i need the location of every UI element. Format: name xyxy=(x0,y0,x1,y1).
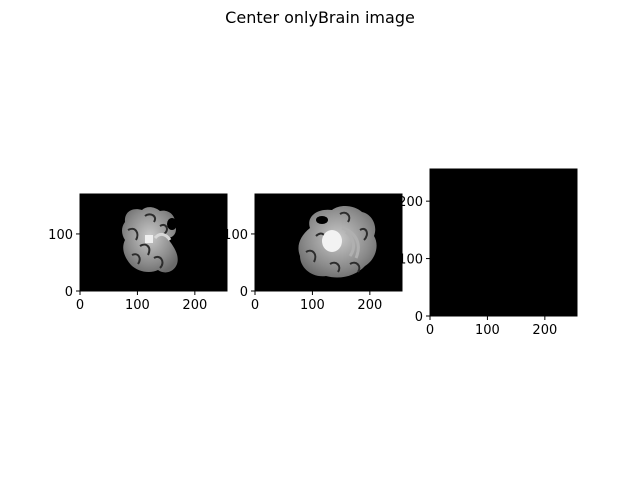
x-tick-label-1-0: 0 xyxy=(76,298,84,313)
x-tick-label-2-0: 0 xyxy=(251,298,259,313)
axis-ticks-3: 0 100 200 0 100 200 xyxy=(398,195,557,338)
x-tick-label-3-1: 100 xyxy=(475,323,500,338)
subplot-1: 0 100 200 0 100 xyxy=(48,193,228,313)
subplot-3: 0 100 200 0 100 200 xyxy=(398,168,578,338)
y-tick-label-2-1: 100 xyxy=(223,228,248,243)
figure-title: Center onlyBrain image xyxy=(225,8,415,27)
x-tick-label-3-0: 0 xyxy=(426,323,434,338)
x-tick-label-1-2: 200 xyxy=(182,298,207,313)
x-tick-label-3-2: 200 xyxy=(532,323,557,338)
x-tick-label-2-1: 100 xyxy=(300,298,325,313)
y-tick-label-2-0: 0 xyxy=(240,285,248,300)
axis-ticks-1: 0 100 200 0 100 xyxy=(48,228,207,313)
subplot-2: 0 100 200 0 100 xyxy=(223,193,403,313)
y-tick-label-3-0: 0 xyxy=(415,310,423,325)
brain-slice-2 xyxy=(298,206,377,278)
axis-ticks-2: 0 100 200 0 100 xyxy=(223,228,382,313)
x-tick-label-2-2: 200 xyxy=(357,298,382,313)
y-tick-label-3-1: 100 xyxy=(398,253,423,268)
brain-slice-1 xyxy=(122,207,178,273)
x-tick-label-1-1: 100 xyxy=(125,298,150,313)
y-tick-label-1-1: 100 xyxy=(48,228,73,243)
image-area-3 xyxy=(430,169,577,316)
y-tick-label-3-2: 200 xyxy=(398,195,423,210)
y-tick-label-1-0: 0 xyxy=(65,285,73,300)
